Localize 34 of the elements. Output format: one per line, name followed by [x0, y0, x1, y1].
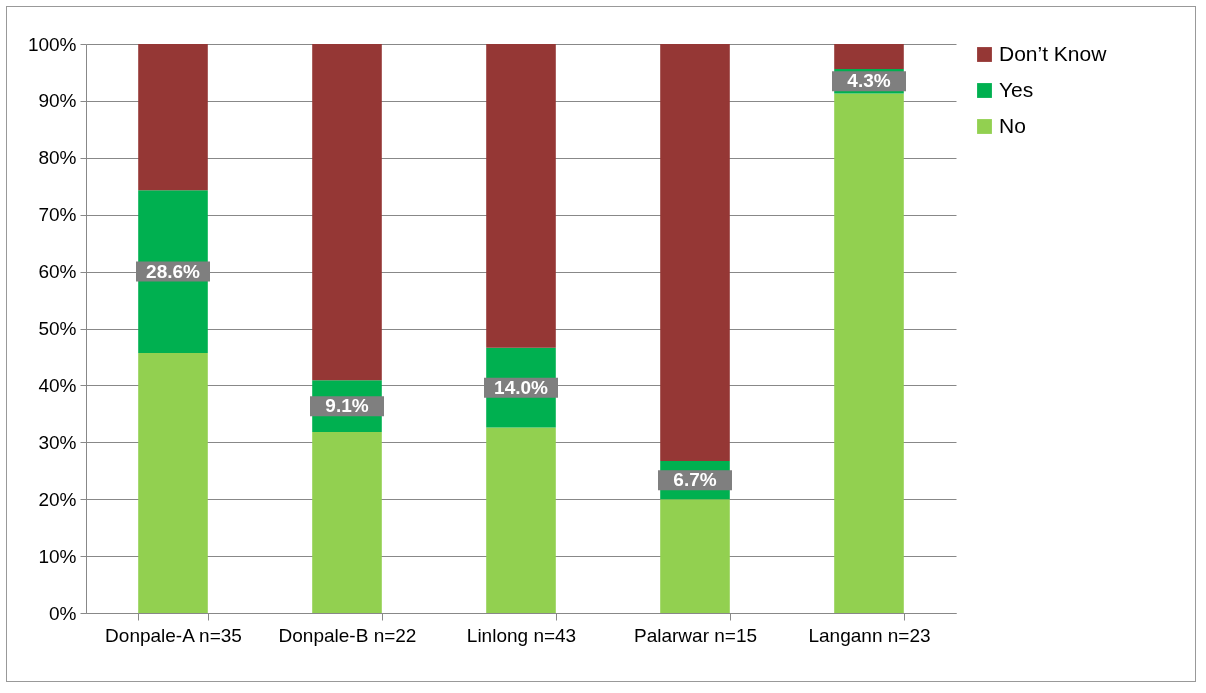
bar — [486, 427, 556, 613]
bar — [138, 44, 208, 191]
legend-label: Yes — [999, 77, 1034, 101]
legend-label: Don’t Know — [999, 41, 1108, 65]
bar — [660, 499, 730, 613]
bar — [312, 432, 382, 613]
bar — [834, 44, 904, 70]
y-tick-label: 80% — [38, 147, 77, 169]
y-tick-label: 30% — [38, 431, 77, 453]
bar — [834, 93, 904, 613]
y-tick-label: 0% — [49, 602, 77, 624]
y-tick-label: 60% — [38, 261, 77, 283]
x-tick-label: Donpale-B n=22 — [278, 624, 417, 646]
y-tick-label: 20% — [38, 488, 77, 510]
data-label: 4.3% — [847, 70, 891, 92]
x-tick-label: Palarwar n=15 — [633, 624, 758, 646]
y-tick-label: 40% — [38, 374, 77, 396]
bar — [312, 44, 382, 381]
y-tick-label: 100% — [27, 33, 77, 55]
y-tick-label: 70% — [38, 204, 77, 226]
data-label: 6.7% — [673, 469, 717, 491]
y-tick-label: 90% — [38, 90, 77, 112]
data-label: 14.0% — [494, 376, 549, 398]
legend-label: No — [999, 113, 1026, 137]
x-tick-label: Donpale-A n=35 — [105, 624, 242, 646]
data-label: 28.6% — [146, 260, 201, 282]
y-tick-label: 10% — [38, 545, 77, 567]
y-tick-label: 50% — [38, 318, 77, 339]
bar — [660, 44, 730, 462]
data-label: 9.1% — [325, 395, 369, 417]
bar — [138, 352, 208, 613]
x-tick-label: Langann n=23 — [808, 624, 931, 646]
x-tick-label: Linlong n=43 — [466, 624, 577, 646]
bar — [486, 44, 556, 348]
